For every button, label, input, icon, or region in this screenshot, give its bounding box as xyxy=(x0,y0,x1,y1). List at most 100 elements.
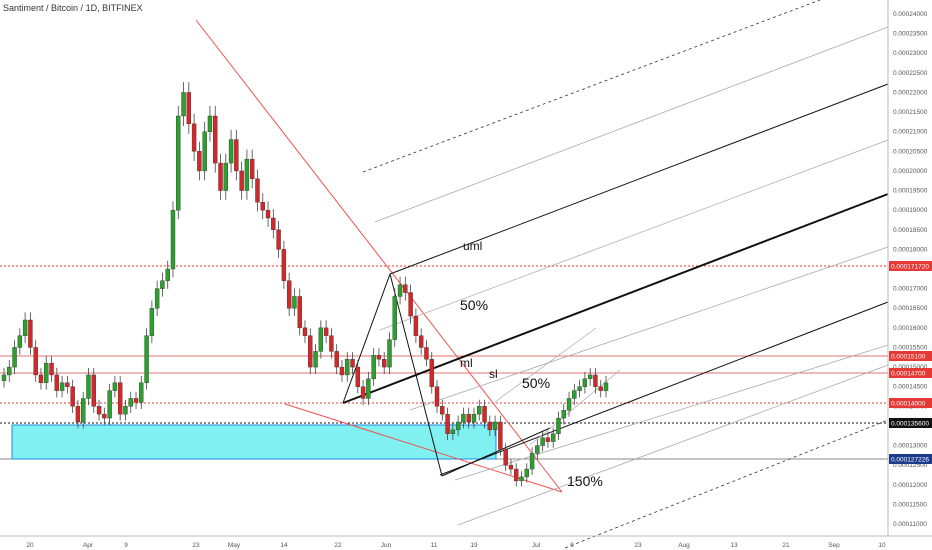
candle-down xyxy=(487,421,493,431)
candle-up xyxy=(128,398,133,407)
date-tick-label: Jul xyxy=(532,542,541,549)
candle-down xyxy=(186,92,192,125)
price-tag-label: 0.00015100 xyxy=(891,354,926,361)
candle-up xyxy=(149,308,155,336)
candle-down xyxy=(197,151,202,172)
candle-down xyxy=(429,359,434,387)
date-tick-label: May xyxy=(228,542,241,549)
pitchfork-upper-150 xyxy=(374,26,889,223)
pitchfork-sl xyxy=(439,301,889,476)
candle-down xyxy=(96,406,102,415)
pitchfork-upper-50 xyxy=(379,139,889,331)
candle-down xyxy=(598,386,603,391)
date-tick-label: 20 xyxy=(26,542,34,549)
candle-up xyxy=(392,296,397,340)
candle-down xyxy=(302,327,308,336)
price-tag-box xyxy=(889,368,932,378)
pitchfork-lower-150 xyxy=(457,364,889,526)
annotation-150pct: 150% xyxy=(567,473,603,489)
candle-down xyxy=(482,406,487,423)
date-axis[interactable]: 20 Apr 9 23 May 14 22 Jun 11 19 Jul 9 23 Aug 13 21 Sep 10 xyxy=(0,535,932,549)
price-tag-label: 0.00014700 xyxy=(891,371,926,378)
candle-up xyxy=(603,382,609,391)
annotation-50pct-upper: 50% xyxy=(460,297,488,313)
candle-up xyxy=(366,378,371,399)
candle-up xyxy=(318,327,324,352)
candle-up xyxy=(154,288,160,309)
date-tick-label: Sep xyxy=(828,542,840,549)
annotations: uml 50% ml sl 50% 150% xyxy=(460,239,603,489)
pitchfork-handle-a xyxy=(389,273,443,477)
candle-up xyxy=(587,374,593,380)
candle-down xyxy=(308,335,313,368)
price-tick-label: 0.00018000 xyxy=(893,246,928,253)
date-tick-label: 9 xyxy=(570,542,574,549)
annotation-ml: ml xyxy=(460,356,473,370)
date-tick-label: 11 xyxy=(431,542,438,549)
price-tick-label: 0.00019000 xyxy=(893,207,928,214)
price-tag-label: 0.000171720 xyxy=(891,264,929,271)
candle-down xyxy=(102,413,107,419)
candle-up xyxy=(139,382,144,403)
candle-down xyxy=(281,249,287,281)
candle-up xyxy=(540,437,545,446)
price-tag-box xyxy=(889,418,932,428)
candle-up xyxy=(207,115,213,132)
candle-up xyxy=(160,280,165,289)
candle-up xyxy=(397,284,403,297)
candle-up xyxy=(471,413,477,423)
red-trendlines xyxy=(195,19,563,493)
price-tick-label: 0.00018500 xyxy=(893,227,928,234)
candle-up xyxy=(12,347,17,368)
candle-up xyxy=(577,386,582,391)
candle-up xyxy=(112,382,118,391)
date-tick-label: Apr xyxy=(83,542,94,549)
pitchfork-upper-outer xyxy=(362,0,821,173)
candle-down xyxy=(418,335,424,348)
candle-up xyxy=(582,378,588,387)
price-tick-label: 0.00015000 xyxy=(893,364,928,371)
date-tick-label: 23 xyxy=(192,542,200,549)
candle-down xyxy=(91,374,96,407)
candle-down xyxy=(514,468,519,482)
price-tick-label: 0.00021500 xyxy=(893,109,928,116)
candle-up xyxy=(492,421,498,431)
candle-down xyxy=(466,413,471,423)
candle-down xyxy=(360,386,366,399)
candle-up xyxy=(202,131,207,172)
price-tag-box xyxy=(889,398,932,408)
candle-down xyxy=(382,359,387,368)
date-tick-label: Jun xyxy=(381,542,392,549)
candle-up xyxy=(7,366,12,376)
candle-up xyxy=(455,421,461,431)
candle-up xyxy=(387,339,392,368)
candle-down xyxy=(376,355,382,360)
candle-down xyxy=(434,386,440,407)
candle-down xyxy=(413,315,419,336)
candle-down xyxy=(334,351,339,368)
price-tick-label: 0.00016500 xyxy=(893,305,928,312)
date-tick-label: 23 xyxy=(634,542,642,549)
candle-down xyxy=(65,382,70,387)
candle-down xyxy=(234,139,239,172)
symbol-title: Santiment / Bitcoin / 1D, BITFINEX xyxy=(3,3,143,13)
price-tick-label: 0.00017000 xyxy=(893,286,928,293)
price-tag-box xyxy=(889,454,932,464)
price-tick-label: 0.00016000 xyxy=(893,325,928,332)
candle-down xyxy=(70,386,75,407)
candle-down xyxy=(117,382,123,415)
horizontal-levels xyxy=(0,265,888,460)
date-tick-label: Aug xyxy=(678,542,690,549)
candle-up xyxy=(165,268,170,281)
price-tick-label: 0.00011000 xyxy=(893,521,927,528)
pitchfork xyxy=(342,0,889,549)
pitchfork-ml xyxy=(342,193,889,404)
candle-up xyxy=(292,296,297,309)
candle-down xyxy=(323,327,329,336)
date-tick-label: 21 xyxy=(782,542,790,549)
candle-down xyxy=(355,366,361,387)
price-tick-label: 0.00021000 xyxy=(893,129,928,136)
candle-down xyxy=(271,217,276,230)
symbol-pair: Santiment / Bitcoin xyxy=(3,3,79,13)
